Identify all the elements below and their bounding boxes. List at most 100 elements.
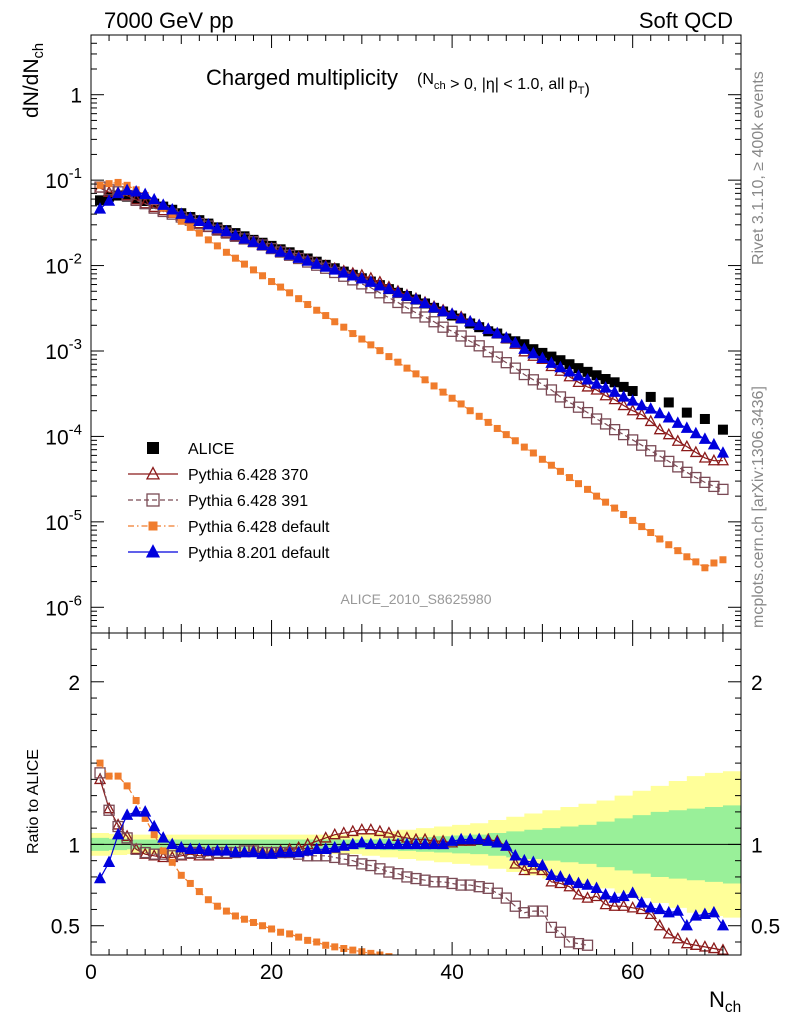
legend-label: Pythia 6.428 391 (188, 493, 308, 510)
data-point (572, 369, 585, 381)
ratio-point (166, 837, 179, 850)
data-point (473, 318, 486, 330)
data-point (213, 242, 221, 250)
data-point (148, 200, 161, 213)
data-point (122, 191, 133, 202)
data-point (617, 390, 630, 402)
ratio-point (222, 907, 230, 915)
data-point (186, 223, 194, 231)
ratio-point (644, 901, 657, 913)
ratio-point (707, 941, 720, 954)
data-point (346, 268, 359, 281)
legend-entry: ALICE (147, 441, 234, 458)
data-point (647, 529, 655, 537)
legend-marker (146, 493, 160, 507)
data-point (593, 492, 601, 500)
data-point (139, 187, 152, 200)
data-point (653, 406, 666, 419)
ratio-point (103, 804, 115, 816)
ratio-point (93, 772, 107, 785)
ratio-point (148, 849, 161, 861)
ratio-point (94, 767, 106, 779)
data-point (259, 272, 267, 280)
data-point (93, 202, 107, 214)
data-point (409, 292, 423, 305)
ratio-point (400, 837, 414, 850)
ratio-point (563, 873, 576, 885)
data-point (240, 260, 248, 268)
data-point (635, 407, 648, 420)
chart-subtitle: (Nch > 0, |η| < 1.0, all pT) (417, 71, 590, 98)
x-tick-label: 0 (85, 961, 97, 984)
data-point (708, 480, 720, 493)
ratio-point (202, 844, 215, 856)
ratio-point (662, 905, 675, 918)
data-point (502, 431, 510, 439)
ratio-point (213, 902, 221, 910)
data-point (602, 498, 610, 506)
data-point (581, 406, 594, 419)
ratio-point (572, 876, 585, 889)
ratio-point (139, 846, 151, 859)
ratio-point (157, 831, 170, 843)
data-point (627, 386, 638, 397)
data-point (556, 467, 564, 475)
data-point (609, 377, 620, 388)
ratio-point (599, 897, 612, 910)
data-point (211, 221, 224, 234)
ratio-point (391, 837, 405, 850)
ratio-point (500, 892, 512, 904)
data-point (707, 453, 720, 466)
ratio-point (662, 927, 675, 939)
data-point (140, 195, 151, 206)
ratio-point (527, 862, 540, 874)
ratio-point (367, 949, 375, 955)
data-point (509, 336, 522, 348)
ratio-point (177, 871, 185, 879)
data-point (464, 314, 477, 327)
data-point (268, 278, 276, 286)
y-tick-label: 10-3 (45, 336, 82, 364)
legend-label: ALICE (188, 441, 234, 458)
data-point (175, 207, 188, 219)
ratio-panel: 0 20 40 60 0.5 0.5 1 1 2 2 (51, 648, 780, 984)
data-point (340, 323, 348, 331)
legend-marker (147, 442, 159, 454)
ratio-series-3 (96, 759, 411, 955)
ratio-point (93, 871, 107, 884)
data-point (412, 370, 420, 378)
data-point (716, 453, 730, 466)
data-point (421, 376, 429, 384)
data-point (202, 218, 215, 230)
data-point (373, 278, 386, 291)
ratio-point (304, 936, 312, 944)
data-point (313, 306, 321, 314)
data-point (114, 178, 122, 186)
data-point (195, 229, 203, 237)
data-point (102, 194, 116, 206)
data-point (511, 437, 519, 445)
data-point (328, 263, 341, 275)
data-point (699, 413, 710, 424)
ratio-point (545, 868, 558, 881)
data-point (193, 214, 206, 226)
ratio-point (403, 954, 411, 955)
data-point (716, 446, 730, 458)
data-point (545, 384, 558, 396)
data-point (250, 266, 257, 274)
data-point (617, 398, 630, 411)
data-point (184, 211, 197, 223)
ratio-point (473, 832, 486, 845)
data-point (121, 183, 134, 196)
data-point (358, 335, 366, 343)
ratio-point (680, 936, 693, 949)
data-point (222, 248, 230, 256)
ratio-point (365, 859, 377, 872)
ratio-series-group (93, 759, 730, 955)
ratio-point (346, 824, 359, 837)
data-point (322, 312, 330, 320)
data-point (331, 318, 339, 326)
ratio-point (186, 879, 194, 887)
data-point (364, 275, 377, 287)
